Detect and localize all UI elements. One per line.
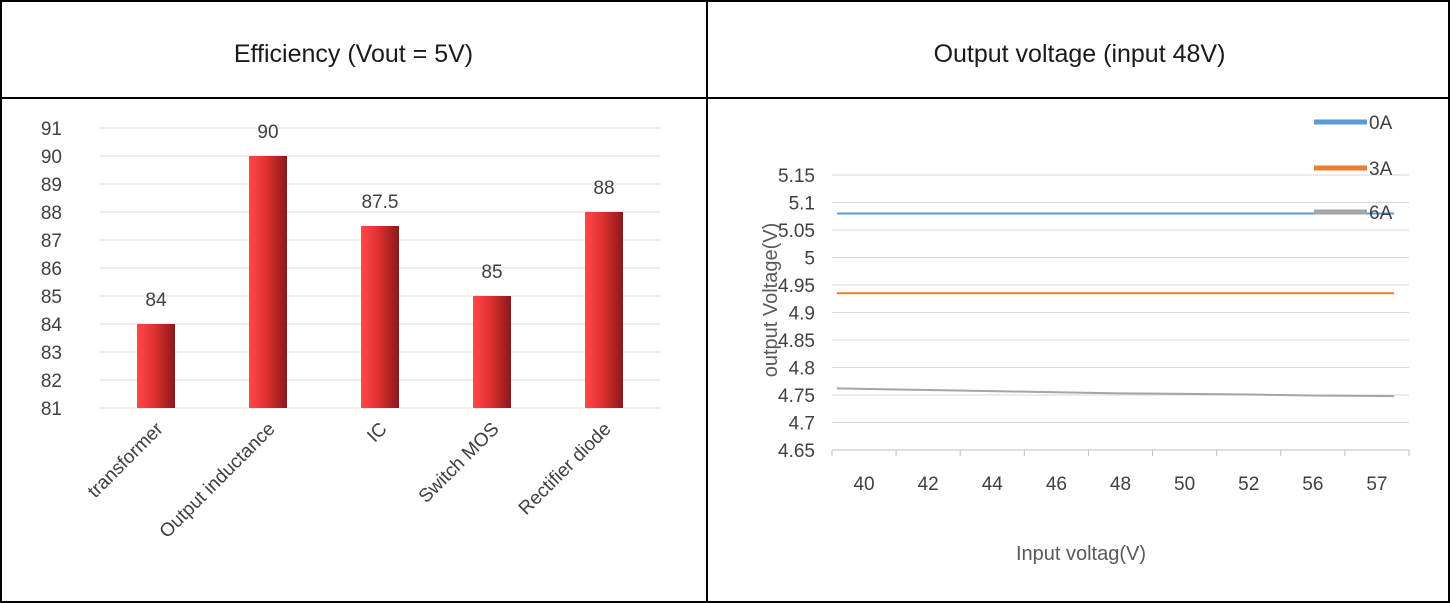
line-gridlines [832, 174, 1409, 451]
line-x-axis: 40 42 44 46 48 50 52 56 57 [831, 450, 1410, 495]
line-legend: 0A 3A 6A [1314, 113, 1393, 224]
bar-data-label: 90 [257, 122, 278, 143]
series-line-6A [836, 387, 1395, 398]
bar-data-label: 87.5 [362, 192, 399, 213]
bar [585, 212, 623, 408]
bar-x-tick-label: Switch MOS [415, 419, 504, 508]
left-header: Efficiency (Vout = 5V) [233, 40, 474, 68]
line-y-tick-label: 4.75 [778, 386, 815, 407]
line-x-tick-label: 40 [853, 474, 874, 495]
efficiency-bar-chart: 91 90 89 88 87 86 85 84 83 82 81 84 90 87.5 85 88 tran… [41, 119, 660, 543]
line-x-tick-label: 48 [1110, 474, 1131, 495]
line-x-tick-label: 50 [1174, 474, 1195, 495]
bar-y-tick-label: 83 [41, 343, 62, 364]
line-y-tick-labels: 5.15 5.1 5.05 5 4.95 4.9 4.85 4.8 4.75 4.7 4.65 [778, 166, 815, 462]
line-x-tick-label: 42 [918, 474, 939, 495]
bar-x-tick-label: IC [363, 419, 391, 447]
legend-label-3A: 3A [1369, 159, 1393, 180]
line-y-tick-label: 5.15 [778, 166, 815, 187]
line-x-tick-label: 46 [1046, 474, 1067, 495]
bar-y-tick-label: 89 [41, 175, 62, 196]
bar [137, 324, 175, 408]
bar-data-labels: 84 90 87.5 85 88 [145, 122, 614, 311]
bar [249, 156, 287, 408]
bar-y-tick-labels: 91 90 89 88 87 86 85 84 83 82 81 [41, 119, 63, 420]
line-y-tick-label: 5 [804, 249, 815, 270]
line-y-tick-label: 5.05 [778, 221, 815, 242]
bar-y-tick-label: 87 [41, 231, 62, 252]
right-header: Output voltage (input 48V) [933, 40, 1226, 68]
line-y-axis-label: output Voltage(V) [760, 223, 782, 378]
bar-y-tick-label: 82 [41, 371, 62, 392]
bar-y-tick-label: 81 [41, 399, 62, 420]
output-voltage-line-chart: 5.15 5.1 5.05 5 4.95 4.9 4.85 4.8 4.75 4.7 4.65 40… [760, 113, 1410, 565]
line-series [836, 212, 1395, 398]
line-x-tick-label: 57 [1366, 474, 1387, 495]
bar-y-tick-label: 86 [41, 259, 62, 280]
bar-series [137, 156, 623, 408]
legend-label-6A: 6A [1369, 203, 1393, 224]
bar-x-tick-label: Rectifier diode [515, 419, 616, 520]
line-y-tick-label: 4.85 [778, 331, 815, 352]
bar-x-tick-label: transformer [84, 418, 168, 502]
bar [473, 296, 511, 408]
bar-data-label: 88 [593, 178, 614, 199]
line-y-tick-label: 4.7 [789, 414, 815, 435]
line-x-tick-label: 44 [982, 474, 1004, 495]
bar [361, 226, 399, 408]
line-x-tick-label: 52 [1238, 474, 1259, 495]
bar-data-label: 85 [481, 262, 502, 283]
line-y-tick-label: 4.9 [789, 304, 815, 325]
legend-label-0A: 0A [1369, 113, 1393, 134]
line-y-tick-label: 5.1 [789, 194, 815, 215]
line-x-tick-label: 56 [1302, 474, 1323, 495]
line-y-tick-label: 4.65 [778, 441, 815, 462]
bar-y-tick-label: 91 [41, 119, 62, 140]
bar-y-tick-label: 84 [41, 315, 63, 336]
line-y-tick-label: 4.8 [789, 359, 815, 380]
bar-y-tick-label: 88 [41, 203, 62, 224]
bar-data-label: 84 [145, 290, 167, 311]
bar-y-tick-label: 90 [41, 147, 62, 168]
line-y-tick-label: 4.95 [778, 276, 815, 297]
line-x-axis-label: Input voltag(V) [1016, 543, 1146, 565]
bar-y-tick-label: 85 [41, 287, 62, 308]
bar-x-tick-label: Output inductance [156, 419, 280, 543]
